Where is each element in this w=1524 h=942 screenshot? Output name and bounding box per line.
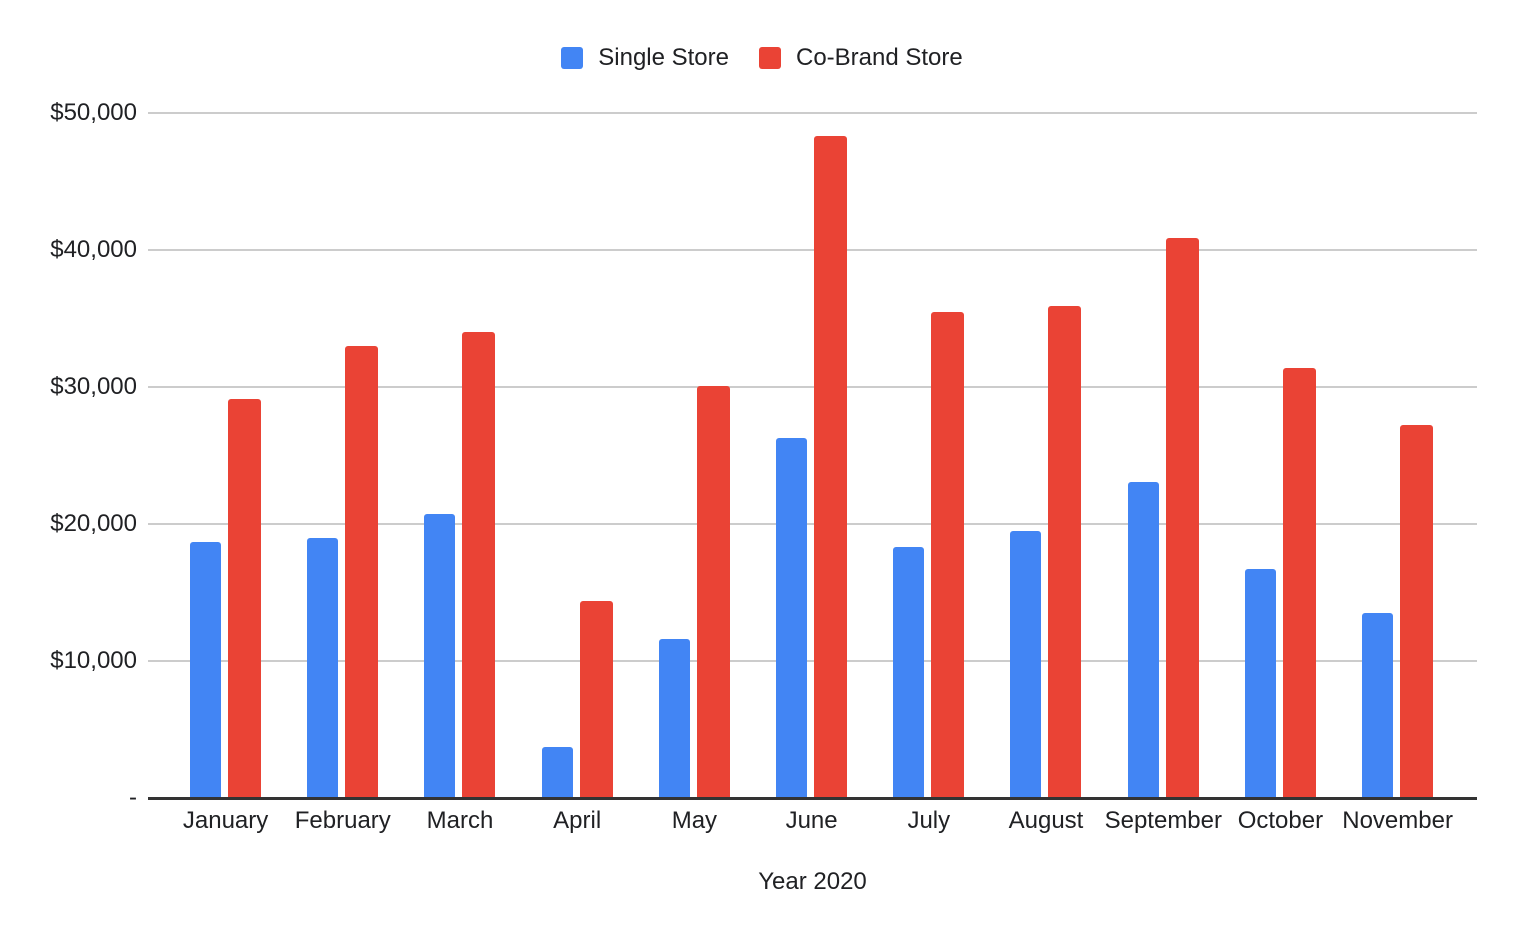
- x-axis-label-august: August: [1008, 807, 1084, 834]
- bar-co-brand-store-april[interactable]: [579, 600, 613, 798]
- bar-single-store-january[interactable]: [190, 541, 222, 798]
- x-axis-label-june: June: [785, 807, 838, 834]
- y-axis-tick-label-0: -: [129, 784, 137, 811]
- bar-single-store-june[interactable]: [776, 437, 808, 798]
- bar-single-store-september[interactable]: [1127, 481, 1159, 798]
- bar-co-brand-store-august[interactable]: [1048, 306, 1082, 798]
- x-axis-label-january: January: [182, 807, 269, 834]
- bar-group-september: [1105, 113, 1222, 798]
- bar-group-august: [987, 113, 1104, 798]
- x-axis-title: Year 2020: [758, 868, 867, 895]
- x-axis-line: [148, 797, 1477, 800]
- bar-co-brand-store-june[interactable]: [814, 136, 848, 798]
- legend-item-single-store[interactable]: Single Store: [561, 44, 729, 72]
- bar-co-brand-store-july[interactable]: [931, 311, 965, 798]
- bar-group-october: [1222, 113, 1339, 798]
- x-axis-label-september: September: [1104, 807, 1222, 834]
- bar-co-brand-store-october[interactable]: [1282, 367, 1316, 798]
- bar-group-february: [284, 113, 401, 798]
- gridline-10000: [148, 660, 1477, 662]
- y-axis-tick-label-30000: $30,000: [50, 373, 137, 400]
- x-axis-label-july: July: [907, 807, 951, 834]
- y-axis-tick-label-10000: $10,000: [50, 647, 137, 674]
- x-axis-label-april: April: [553, 807, 602, 834]
- gridline-20000: [148, 523, 1477, 525]
- bar-co-brand-store-may[interactable]: [696, 385, 730, 798]
- bar-co-brand-store-september[interactable]: [1165, 237, 1199, 798]
- bar-single-store-april[interactable]: [541, 747, 573, 798]
- bar-co-brand-store-february[interactable]: [345, 345, 379, 798]
- bar-co-brand-store-november[interactable]: [1400, 425, 1434, 798]
- x-axis-label-october: October: [1237, 807, 1324, 834]
- bar-group-may: [636, 113, 753, 798]
- bar-group-november: [1339, 113, 1456, 798]
- x-axis-label-may: May: [671, 807, 718, 834]
- legend-item-co-brand-store[interactable]: Co-Brand Store: [759, 44, 963, 72]
- gridline-40000: [148, 249, 1477, 251]
- bar-group-january: [167, 113, 284, 798]
- bar-group-july: [870, 113, 987, 798]
- legend-swatch-single-store: [561, 47, 584, 69]
- gridline-30000: [148, 386, 1477, 388]
- bar-single-store-november[interactable]: [1362, 613, 1394, 798]
- bar-single-store-july[interactable]: [893, 547, 925, 798]
- bar-group-march: [401, 113, 518, 798]
- bar-group-june: [753, 113, 870, 798]
- x-axis-label-march: March: [426, 807, 494, 834]
- bar-single-store-march[interactable]: [424, 514, 456, 798]
- bar-single-store-october[interactable]: [1244, 569, 1276, 798]
- legend-swatch-co-brand-store: [759, 47, 781, 69]
- bar-group-april: [519, 113, 636, 798]
- y-axis-tick-label-40000: $40,000: [50, 236, 137, 263]
- legend-label-co-brand-store: Co-Brand Store: [796, 44, 963, 71]
- x-axis-label-november: November: [1342, 807, 1453, 834]
- bar-co-brand-store-march[interactable]: [462, 332, 496, 798]
- x-axis-label-february: February: [294, 807, 391, 834]
- bar-single-store-may[interactable]: [658, 639, 690, 798]
- gridline-50000: [148, 112, 1477, 114]
- chart-legend: Single Store Co-Brand Store: [0, 44, 1524, 72]
- legend-label-single-store: Single Store: [598, 44, 729, 71]
- bar-single-store-february[interactable]: [307, 537, 339, 798]
- bar-co-brand-store-january[interactable]: [228, 399, 262, 798]
- y-axis-tick-label-50000: $50,000: [50, 99, 137, 126]
- y-axis-tick-label-20000: $20,000: [50, 510, 137, 537]
- bar-single-store-august[interactable]: [1010, 530, 1042, 798]
